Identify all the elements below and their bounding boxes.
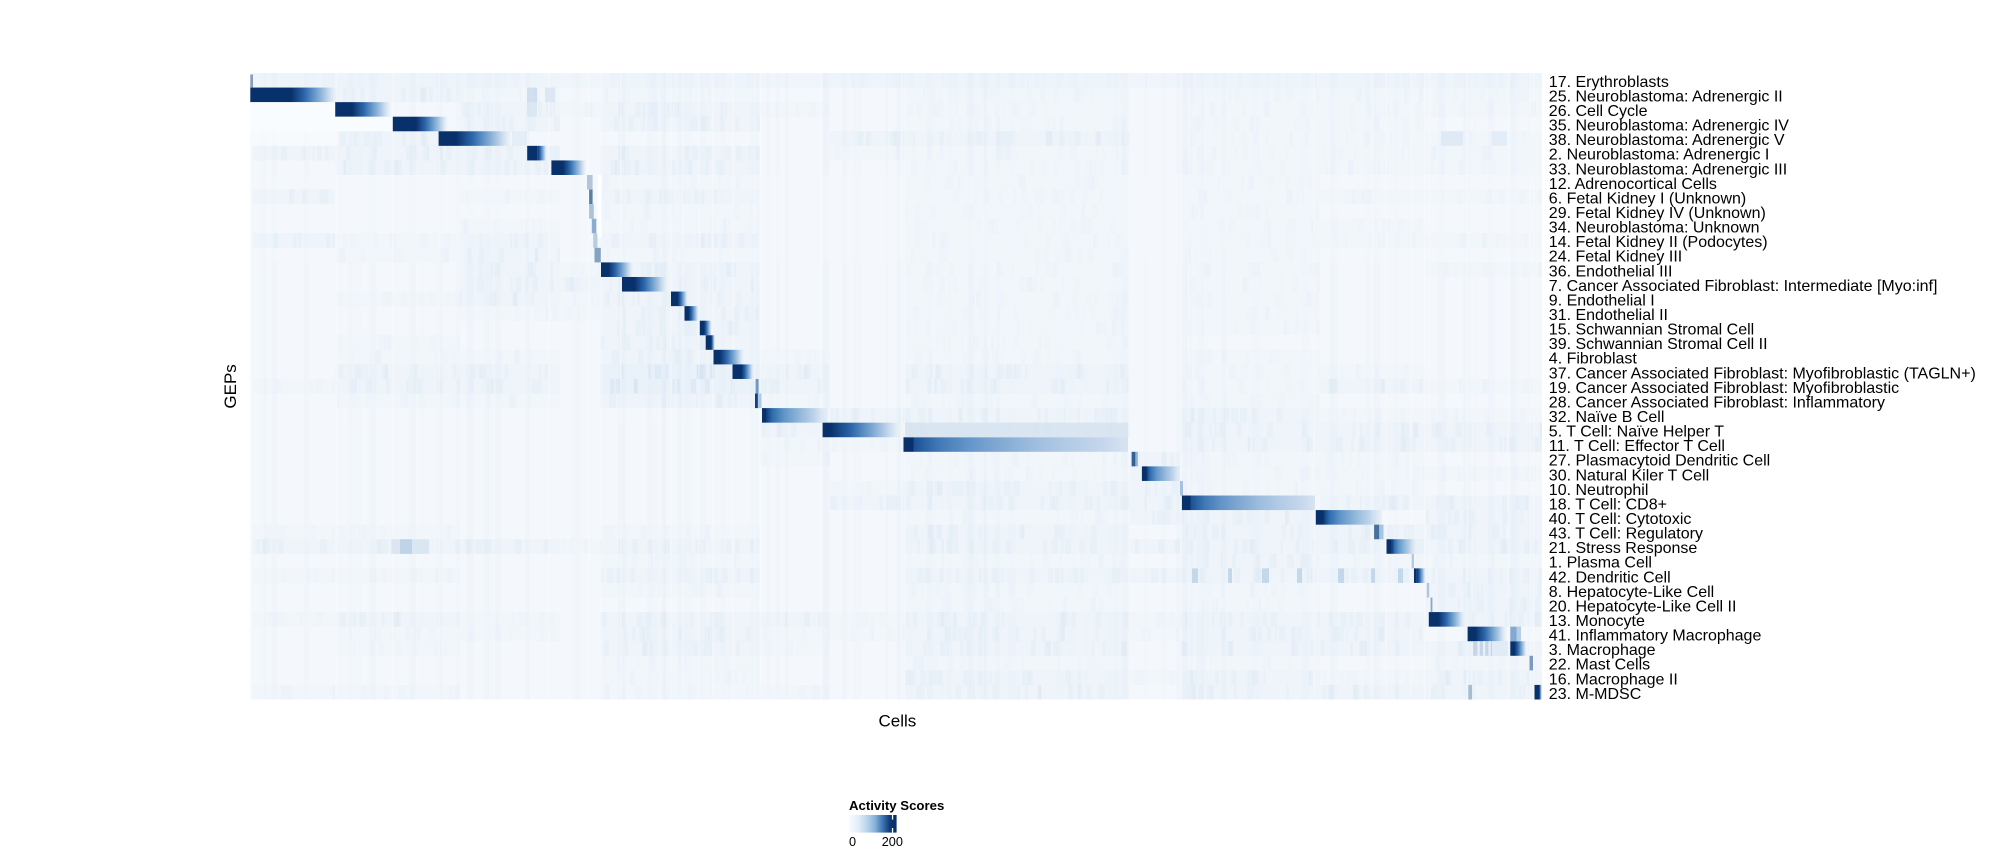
- svg-text:17. Erythroblasts: 17. Erythroblasts: [1549, 74, 1669, 91]
- svg-text:GEPs: GEPs: [221, 364, 240, 408]
- svg-text:26. Cell Cycle: 26. Cell Cycle: [1549, 103, 1648, 120]
- svg-text:13. Monocyte: 13. Monocyte: [1549, 613, 1645, 630]
- svg-text:42. Dendritic Cell: 42. Dendritic Cell: [1549, 569, 1671, 586]
- svg-text:20. Hepatocyte-Like Cell II: 20. Hepatocyte-Like Cell II: [1549, 598, 1737, 615]
- svg-text:27. Plasmacytoid Dendritic Cel: 27. Plasmacytoid Dendritic Cell: [1549, 453, 1770, 470]
- svg-text:18. T Cell: CD8+: 18. T Cell: CD8+: [1549, 496, 1667, 513]
- svg-text:15. Schwannian Stromal Cell: 15. Schwannian Stromal Cell: [1549, 322, 1754, 339]
- svg-text:29. Fetal Kidney IV (Unknown): 29. Fetal Kidney IV (Unknown): [1549, 205, 1766, 222]
- svg-text:32. Naïve B Cell: 32. Naïve B Cell: [1549, 409, 1665, 426]
- svg-text:35. Neuroblastoma: Adrenergic: 35. Neuroblastoma: Adrenergic IV: [1549, 118, 1789, 135]
- svg-text:4. Fibroblast: 4. Fibroblast: [1549, 351, 1638, 368]
- svg-text:34. Neuroblastoma: Unknown: 34. Neuroblastoma: Unknown: [1549, 220, 1760, 237]
- svg-text:7. Cancer Associated Fibroblas: 7. Cancer Associated Fibroblast: Interme…: [1549, 278, 1938, 295]
- svg-text:3. Macrophage: 3. Macrophage: [1549, 642, 1656, 659]
- svg-text:14. Fetal Kidney II (Podocytes: 14. Fetal Kidney II (Podocytes): [1549, 234, 1768, 251]
- svg-text:Activity Scores: Activity Scores: [849, 798, 944, 813]
- svg-text:9. Endothelial I: 9. Endothelial I: [1549, 292, 1655, 309]
- svg-text:24. Fetal Kidney III: 24. Fetal Kidney III: [1549, 249, 1682, 266]
- svg-text:21. Stress Response: 21. Stress Response: [1549, 540, 1698, 557]
- svg-text:40. T Cell: Cytotoxic: 40. T Cell: Cytotoxic: [1549, 511, 1692, 528]
- svg-text:43. T Cell: Regulatory: 43. T Cell: Regulatory: [1549, 526, 1703, 543]
- svg-text:200: 200: [882, 835, 903, 849]
- svg-text:36. Endothelial III: 36. Endothelial III: [1549, 263, 1673, 280]
- svg-text:1. Plasma Cell: 1. Plasma Cell: [1549, 555, 1652, 572]
- svg-text:10. Neutrophil: 10. Neutrophil: [1549, 482, 1649, 499]
- svg-text:12. Adrenocortical Cells: 12. Adrenocortical Cells: [1549, 176, 1717, 193]
- svg-text:39. Schwannian Stromal Cell II: 39. Schwannian Stromal Cell II: [1549, 336, 1768, 353]
- svg-text:6. Fetal Kidney I (Unknown): 6. Fetal Kidney I (Unknown): [1549, 190, 1746, 207]
- svg-text:33. Neuroblastoma: Adrenergic: 33. Neuroblastoma: Adrenergic III: [1549, 161, 1787, 178]
- svg-text:11. T Cell: Effector T Cell: 11. T Cell: Effector T Cell: [1549, 438, 1725, 455]
- svg-text:41. Inflammatory Macrophage: 41. Inflammatory Macrophage: [1549, 628, 1762, 645]
- svg-text:19. Cancer Associated Fibrobla: 19. Cancer Associated Fibroblast: Myofib…: [1549, 380, 1899, 397]
- svg-text:30. Natural Kiler T Cell: 30. Natural Kiler T Cell: [1549, 467, 1709, 484]
- svg-text:8. Hepatocyte-Like Cell: 8. Hepatocyte-Like Cell: [1549, 584, 1714, 601]
- svg-text:16. Macrophage II: 16. Macrophage II: [1549, 671, 1678, 688]
- svg-text:38. Neuroblastoma: Adrenergic: 38. Neuroblastoma: Adrenergic V: [1549, 132, 1785, 149]
- svg-text:Cells: Cells: [879, 711, 917, 730]
- svg-text:22. Mast Cells: 22. Mast Cells: [1549, 657, 1650, 674]
- svg-text:37. Cancer Associated Fibrobla: 37. Cancer Associated Fibroblast: Myofib…: [1549, 365, 1976, 382]
- svg-text:5. T Cell: Naïve Helper T: 5. T Cell: Naïve Helper T: [1549, 424, 1724, 441]
- svg-text:31. Endothelial II: 31. Endothelial II: [1549, 307, 1668, 324]
- svg-text:2. Neuroblastoma: Adrenergic I: 2. Neuroblastoma: Adrenergic I: [1549, 147, 1770, 164]
- svg-text:28. Cancer Associated Fibrobla: 28. Cancer Associated Fibroblast: Inflam…: [1549, 394, 1885, 411]
- svg-text:0: 0: [849, 835, 856, 849]
- svg-text:25. Neuroblastoma: Adrenergic: 25. Neuroblastoma: Adrenergic II: [1549, 88, 1783, 105]
- svg-text:23. M-MDSC: 23. M-MDSC: [1549, 686, 1641, 703]
